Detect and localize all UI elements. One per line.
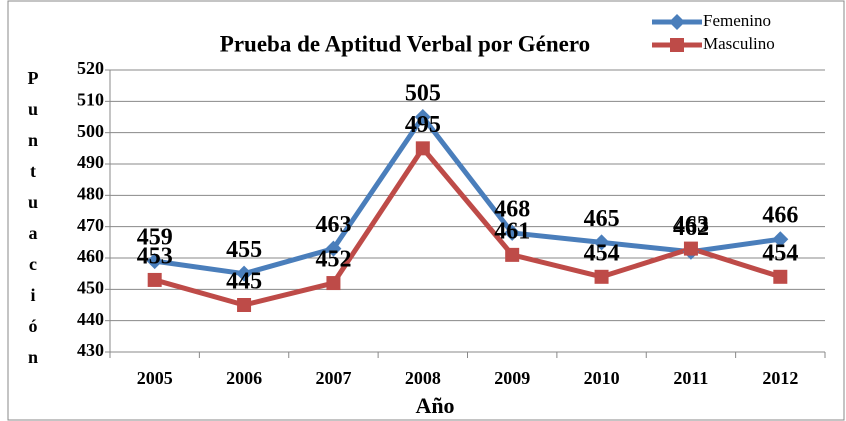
data-point — [772, 231, 789, 248]
y-tick-label: 500 — [77, 121, 104, 141]
y-tick-label: 520 — [77, 58, 104, 78]
x-tick-label: 2012 — [762, 368, 798, 388]
data-label: 463 — [315, 212, 351, 238]
data-label: 445 — [226, 269, 262, 295]
data-label: 452 — [315, 247, 351, 273]
data-point — [683, 241, 698, 256]
data-point — [146, 253, 163, 270]
data-point — [326, 276, 341, 291]
data-label: 455 — [226, 237, 262, 263]
data-label: 459 — [137, 225, 173, 251]
data-label: 454 — [584, 240, 620, 266]
data-point — [593, 234, 610, 251]
y-tick-label: 440 — [77, 309, 104, 329]
x-tick-label: 2007 — [315, 368, 351, 388]
x-axis-label: Año — [415, 393, 454, 418]
data-label: 454 — [762, 240, 798, 266]
data-point — [147, 272, 162, 287]
data-label: 466 — [762, 203, 798, 229]
y-tick-label: 510 — [77, 89, 104, 109]
data-point — [237, 298, 252, 312]
series-line — [154, 145, 782, 308]
data-point — [505, 247, 520, 262]
data-label: 495 — [405, 112, 441, 138]
chart-border — [7, 0, 845, 421]
data-point — [594, 269, 609, 284]
data-label: 463 — [673, 212, 709, 238]
data-label: 461 — [494, 218, 530, 244]
y-tick-label: 480 — [77, 183, 104, 203]
data-label: 468 — [494, 196, 530, 222]
data-point — [504, 224, 521, 241]
data-label: 465 — [584, 206, 620, 232]
data-label: 505 — [405, 81, 441, 107]
legend-label: Masculino — [703, 34, 775, 53]
y-tick-label: 470 — [77, 215, 104, 235]
y-tick-label: 450 — [77, 277, 104, 297]
data-point — [773, 269, 788, 284]
legend-label: Femenino — [703, 11, 771, 30]
x-tick-label: 2005 — [137, 368, 173, 388]
data-point — [415, 141, 430, 156]
data-label: 462 — [673, 215, 709, 241]
series-line — [154, 114, 781, 277]
y-tick-label: 430 — [77, 340, 104, 360]
x-tick-label: 2006 — [226, 368, 262, 388]
x-tick-label: 2010 — [584, 368, 620, 388]
data-point — [325, 240, 342, 257]
x-tick-label: 2008 — [405, 368, 441, 388]
data-label: 453 — [137, 243, 173, 269]
x-tick-label: 2009 — [494, 368, 530, 388]
data-point — [414, 109, 431, 125]
legend-marker — [669, 14, 685, 30]
legend-marker — [670, 38, 684, 52]
chart-title: Prueba de Aptitud Verbal por Género — [220, 31, 590, 56]
y-tick-label: 460 — [77, 246, 104, 266]
x-tick-label: 2011 — [673, 368, 708, 388]
data-point — [236, 265, 253, 282]
y-tick-label: 490 — [77, 152, 104, 172]
